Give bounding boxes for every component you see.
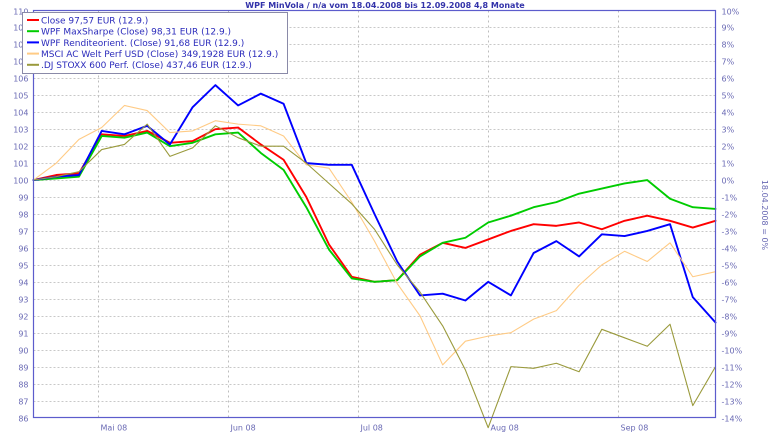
legend-label-0[interactable]: Close 97,57 EUR (12.9.) — [41, 16, 148, 26]
y-axis-right-tick-label: -3% — [722, 228, 738, 237]
y-axis-right-tick-label: 0% — [722, 177, 735, 186]
legend-label-4[interactable]: .DJ STOXX 600 Perf. (Close) 437,46 EUR (… — [41, 61, 252, 71]
y-axis-right-tick-label: -1% — [722, 194, 738, 203]
y-axis-left-tick-label: 93 — [18, 296, 28, 305]
y-axis-right-tick-label: 1% — [722, 160, 735, 169]
y-axis-right-tick-label: 5% — [722, 92, 735, 101]
series-line-1 — [32, 131, 717, 283]
x-axis-tick-label: Jun 08 — [230, 424, 256, 433]
y-axis-left-tick-label: 101 — [13, 160, 28, 169]
y-axis-left-tick-label: 98 — [18, 211, 28, 220]
y-axis-right-tick-label: -6% — [722, 279, 738, 288]
y-axis-left-tick-label: 100 — [13, 177, 28, 186]
y-axis-left-tick-label: 88 — [18, 381, 28, 390]
y-axis-right-tick-label: -12% — [722, 381, 743, 390]
x-axis-tick-label: Aug 08 — [491, 424, 519, 433]
series-line-3 — [32, 104, 717, 366]
y-axis-left-tick-label: 92 — [18, 313, 28, 322]
page-title: WPF MinVola / n/a vom 18.04.2008 bis 12.… — [245, 1, 525, 10]
y-axis-right-tick-label: 3% — [722, 126, 735, 135]
x-axis-tick-label: Jul 08 — [360, 424, 383, 433]
y-axis-right-ticks: 10% 9% 8% 7% 6% 5% 4% 3% 2% 1% 0% -1% -2% -3% -4% -5% -6… — [722, 8, 743, 424]
y-axis-left-tick-label: 103 — [13, 126, 28, 135]
y-axis-right-tick-label: -4% — [722, 245, 738, 254]
y-axis-left-tick-label: 87 — [18, 398, 28, 407]
y-axis-left-tick-label: 104 — [13, 109, 28, 118]
y-axis-right-tick-label: 9% — [722, 24, 735, 33]
y-axis-right-tick-label: -13% — [722, 398, 743, 407]
x-axis-tick-label: Sep 08 — [621, 424, 649, 433]
legend-label-2[interactable]: WPF Renditeorient. (Close) 91,68 EUR (12… — [41, 39, 244, 49]
y-axis-left-tick-label: 95 — [18, 262, 28, 271]
y-axis-right-tick-label: -10% — [722, 347, 743, 356]
right-axis-note: 18.04.2008 = 0% — [760, 180, 769, 251]
series-line-2 — [32, 84, 717, 324]
y-axis-left-tick-label: 105 — [13, 92, 28, 101]
x-axis-tick-label: Mai 08 — [101, 424, 128, 433]
y-axis-right-tick-label: -11% — [722, 364, 743, 373]
y-axis-right-tick-label: 6% — [722, 75, 735, 84]
y-axis-left-tick-label: 97 — [18, 228, 28, 237]
y-axis-left-tick-label: 102 — [13, 143, 28, 152]
y-axis-right-tick-label: -8% — [722, 313, 738, 322]
y-axis-left-tick-label: 99 — [18, 194, 28, 203]
y-axis-right-tick-label: 2% — [722, 143, 735, 152]
y-axis-right-tick-label: 7% — [722, 58, 735, 67]
y-axis-right-tick-label: 4% — [722, 109, 735, 118]
plot-frame — [32, 9, 717, 419]
y-axis-left-tick-label: 110 — [13, 8, 28, 17]
y-axis-right-tick-label: -5% — [722, 262, 738, 271]
series-lines — [32, 84, 717, 429]
y-axis-right-tick-label: -9% — [722, 330, 738, 339]
y-axis-right-tick-label: -7% — [722, 296, 738, 305]
y-axis-right-tick-label: 10% — [722, 8, 740, 17]
series-line-4 — [32, 123, 717, 429]
legend-label-3[interactable]: MSCI AC Welt Perf USD (Close) 349,1928 E… — [41, 50, 278, 60]
legend-box — [22, 12, 288, 74]
x-axis-ticks: Mai 08 Jun 08 Jul 08 Aug 08 Sep 08 — [101, 424, 649, 433]
legend-label-1[interactable]: WPF MaxSharpe (Close) 98,31 EUR (12.9.) — [41, 28, 231, 38]
chart-legend[interactable]: Close 97,57 EUR (12.9.) WPF MaxSharpe (Cl… — [22, 12, 288, 74]
y-axis-left-tick-label: 91 — [18, 330, 28, 339]
y-axis-left-tick-label: 109 — [13, 24, 28, 33]
y-axis-right-tick-label: -14% — [722, 415, 743, 424]
y-axis-right-tick-label: -2% — [722, 211, 738, 220]
y-axis-left-tick-label: 89 — [18, 364, 28, 373]
y-axis-left-ticks: 110 109 108 107 106 105 104 103 102 101 100 99 98 97 9… — [13, 8, 28, 424]
y-axis-right-tick-label: 8% — [722, 41, 735, 50]
y-axis-left-tick-label: 90 — [18, 347, 28, 356]
y-axis-left-tick-label: 108 — [13, 41, 28, 50]
y-axis-left-tick-label: 107 — [13, 58, 28, 67]
y-axis-left-tick-label: 96 — [18, 245, 28, 254]
y-axis-left-tick-label: 86 — [18, 415, 28, 424]
y-axis-left-tick-label: 106 — [13, 75, 28, 84]
y-axis-left-tick-label: 94 — [18, 279, 28, 288]
